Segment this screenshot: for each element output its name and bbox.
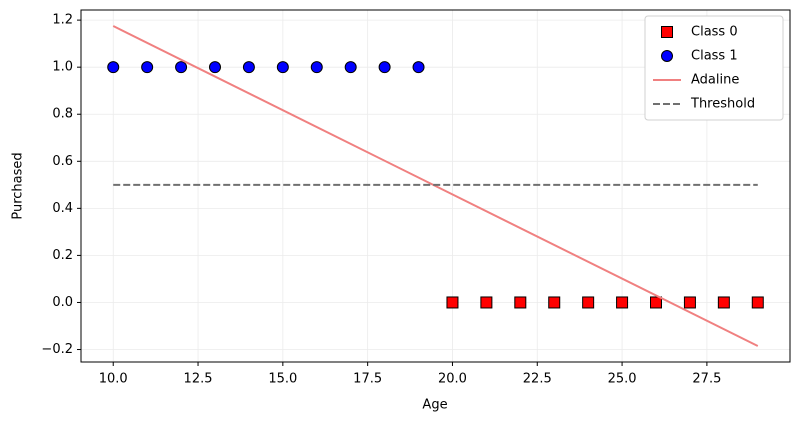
x-axis-label: Age (422, 398, 447, 413)
legend-label: Class 1 (691, 49, 738, 64)
y-tick-label: 0.6 (52, 154, 73, 169)
x-tick-label: 20.0 (438, 372, 467, 387)
point (412, 61, 425, 74)
legend-label: Class 0 (691, 25, 738, 40)
point (616, 296, 629, 309)
point (514, 296, 527, 309)
x-tick-label: 10.0 (99, 372, 128, 387)
line (112, 25, 759, 347)
y-tick-label: 1.2 (52, 13, 73, 28)
point (751, 296, 764, 309)
point (446, 296, 459, 309)
x-tick-label: 12.5 (184, 372, 213, 387)
y-tick-label: 0.2 (52, 248, 73, 263)
point (141, 61, 154, 74)
legend-label: Threshold (690, 97, 755, 112)
y-tick-label: −0.2 (41, 342, 73, 357)
point (650, 296, 663, 309)
x-tick-label: 25.0 (608, 372, 637, 387)
point (480, 296, 493, 309)
y-axis-label: Purchased (11, 152, 26, 219)
legend-swatch (661, 50, 673, 62)
point (310, 61, 323, 74)
point (242, 61, 255, 74)
legend-label: Adaline (691, 73, 739, 88)
point (208, 61, 221, 74)
x-tick-label: 27.5 (692, 372, 721, 387)
x-tick-label: 15.0 (268, 372, 297, 387)
point (344, 61, 357, 74)
point (717, 296, 730, 309)
point (378, 61, 391, 74)
y-tick-label: 0.8 (52, 107, 73, 122)
legend-box (644, 15, 784, 121)
point (582, 296, 595, 309)
x-tick-label: 17.5 (353, 372, 382, 387)
point (683, 296, 696, 309)
y-tick-label: 0.0 (52, 295, 73, 310)
point (276, 61, 289, 74)
legend-swatch (661, 26, 673, 38)
point (107, 61, 120, 74)
x-tick-label: 22.5 (523, 372, 552, 387)
plot-frame (80, 9, 791, 363)
point (175, 61, 188, 74)
y-tick-label: 1.0 (52, 60, 73, 75)
y-tick-label: 0.4 (52, 201, 73, 216)
point (548, 296, 561, 309)
